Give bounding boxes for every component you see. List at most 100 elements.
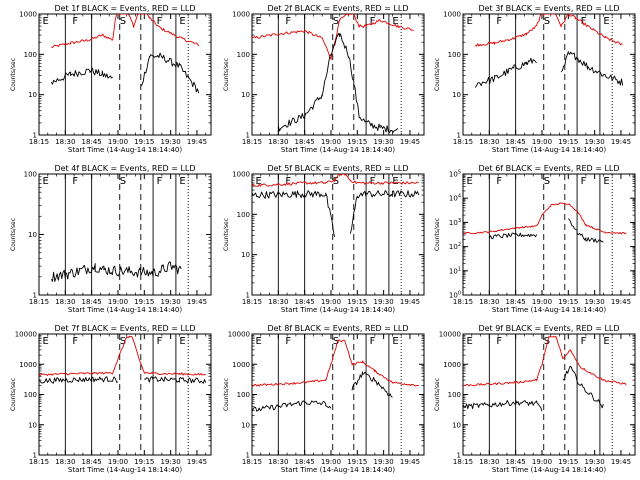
zone-letter: F: [72, 16, 78, 27]
x-axis-label: Start Time (14-Aug-14 18:14:40): [492, 146, 606, 154]
chart-title: Det 8f BLACK = Events, RED = LLD: [267, 324, 408, 333]
lld-series-line: [39, 336, 206, 376]
zone-letter: E: [43, 16, 49, 27]
zone-letter: F: [496, 336, 502, 347]
y-tick-label: 100: [449, 291, 461, 300]
zone-letter: S: [120, 16, 126, 27]
y-axis-label: Counts/sec: [223, 218, 230, 251]
zone-letter: S: [333, 16, 339, 27]
x-tick-label: 18:30: [268, 298, 288, 306]
chart-title: Det 4f BLACK = Events, RED = LLD: [54, 164, 195, 173]
zone-letter: E: [467, 16, 473, 27]
y-tick-label: 1: [33, 452, 37, 460]
y-tick-label: 1: [246, 452, 250, 460]
x-tick-label: 19:30: [585, 138, 605, 146]
y-tick-label: 1: [246, 292, 250, 300]
lld-series-line: [463, 202, 627, 235]
zone-letter: S: [544, 336, 550, 347]
y-tick-label: 1000: [443, 11, 461, 19]
x-tick-label: 19:00: [108, 298, 128, 306]
x-tick-label: 18:15: [453, 138, 473, 146]
zone-letter: F: [157, 336, 163, 347]
events-series-line: [39, 376, 207, 384]
chart-title: Det 2f BLACK = Events, RED = LLD: [267, 4, 408, 13]
x-tick-label: 18:30: [55, 458, 75, 466]
y-tick-label: 1000: [232, 171, 250, 179]
x-tick-label: 18:30: [268, 138, 288, 146]
zone-letter: F: [581, 176, 587, 187]
y-tick-label: 100: [237, 211, 250, 219]
x-axis-label: Start Time (14-Aug-14 18:14:40): [281, 146, 395, 154]
events-series-line: [50, 52, 200, 94]
x-tick-label: 18:30: [479, 298, 499, 306]
chart-panel: Det 6f BLACK = Events, RED = LLD 100 101 10…: [434, 164, 636, 314]
y-tick-label: 1: [33, 292, 37, 300]
y-tick-label: 100: [448, 51, 461, 59]
zone-letter: E: [179, 16, 185, 27]
x-tick-label: 18:15: [242, 138, 262, 146]
x-tick-label: 19:30: [161, 138, 181, 146]
x-tick-label: 19:45: [611, 298, 631, 306]
x-tick-label: 19:45: [187, 298, 207, 306]
x-tick-label: 19:30: [585, 298, 605, 306]
x-tick-label: 18:45: [506, 298, 526, 306]
plot-frame: [251, 333, 425, 456]
y-tick-label: 1000: [232, 361, 250, 369]
x-tick-label: 18:15: [453, 458, 473, 466]
zone-letter: E: [603, 16, 609, 27]
lld-series-line: [252, 174, 419, 187]
zone-letter: F: [370, 176, 376, 187]
y-tick-label: 10000: [15, 331, 37, 339]
x-tick-label: 18:45: [295, 458, 315, 466]
x-tick-label: 18:45: [82, 298, 102, 306]
x-tick-label: 19:15: [558, 298, 578, 306]
x-axis-label: Start Time (14-Aug-14 18:14:40): [492, 306, 606, 314]
x-tick-label: 19:00: [321, 298, 341, 306]
y-tick-label: 105: [449, 170, 461, 179]
x-tick-label: 19:45: [187, 138, 207, 146]
x-tick-label: 19:15: [134, 298, 154, 306]
plot-frame: [462, 173, 636, 296]
y-tick-label: 10: [452, 91, 461, 99]
zone-letter: S: [544, 16, 550, 27]
chart-panel: Det 9f BLACK = Events, RED = LLD 1 10 100 10…: [434, 324, 636, 474]
y-tick-label: 100: [24, 391, 37, 399]
zone-letter: E: [603, 336, 609, 347]
zone-letter: F: [157, 16, 163, 27]
lld-series-line: [474, 14, 623, 47]
y-tick-label: 100: [24, 171, 37, 179]
chart-title: Det 9f BLACK = Events, RED = LLD: [478, 324, 619, 333]
zone-letter: F: [285, 336, 291, 347]
chart-title: Det 7f BLACK = Events, RED = LLD: [54, 324, 195, 333]
zone-letter: E: [179, 336, 185, 347]
x-tick-label: 19:00: [108, 138, 128, 146]
lld-series-line: [463, 335, 627, 387]
y-tick-label: 104: [449, 194, 461, 203]
y-tick-label: 10: [28, 421, 37, 429]
lld-series-line: [252, 339, 419, 387]
y-tick-label: 1: [457, 452, 461, 460]
zone-letter: F: [285, 176, 291, 187]
y-axis-label: Counts/sec: [434, 58, 441, 91]
x-tick-label: 18:15: [242, 458, 262, 466]
x-tick-label: 19:00: [321, 138, 341, 146]
x-tick-label: 18:30: [55, 138, 75, 146]
y-tick-label: 10: [28, 91, 37, 99]
zone-letter: F: [581, 16, 587, 27]
zone-letter: E: [256, 336, 262, 347]
plot-frame: [462, 13, 636, 136]
zone-letter: E: [256, 176, 262, 187]
y-tick-label: 100: [448, 391, 461, 399]
x-tick-label: 18:30: [55, 298, 75, 306]
x-tick-label: 18:15: [242, 298, 262, 306]
y-tick-label: 10000: [439, 331, 461, 339]
y-axis-label: Counts/sec: [10, 58, 17, 91]
x-axis-label: Start Time (14-Aug-14 18:14:40): [281, 306, 395, 314]
y-tick-label: 10: [241, 421, 250, 429]
x-tick-label: 18:30: [479, 138, 499, 146]
x-tick-label: 19:45: [611, 458, 631, 466]
x-tick-label: 19:30: [161, 298, 181, 306]
zone-letter: F: [496, 176, 502, 187]
x-axis-label: Start Time (14-Aug-14 18:14:40): [68, 306, 182, 314]
zone-letter: F: [496, 16, 502, 27]
